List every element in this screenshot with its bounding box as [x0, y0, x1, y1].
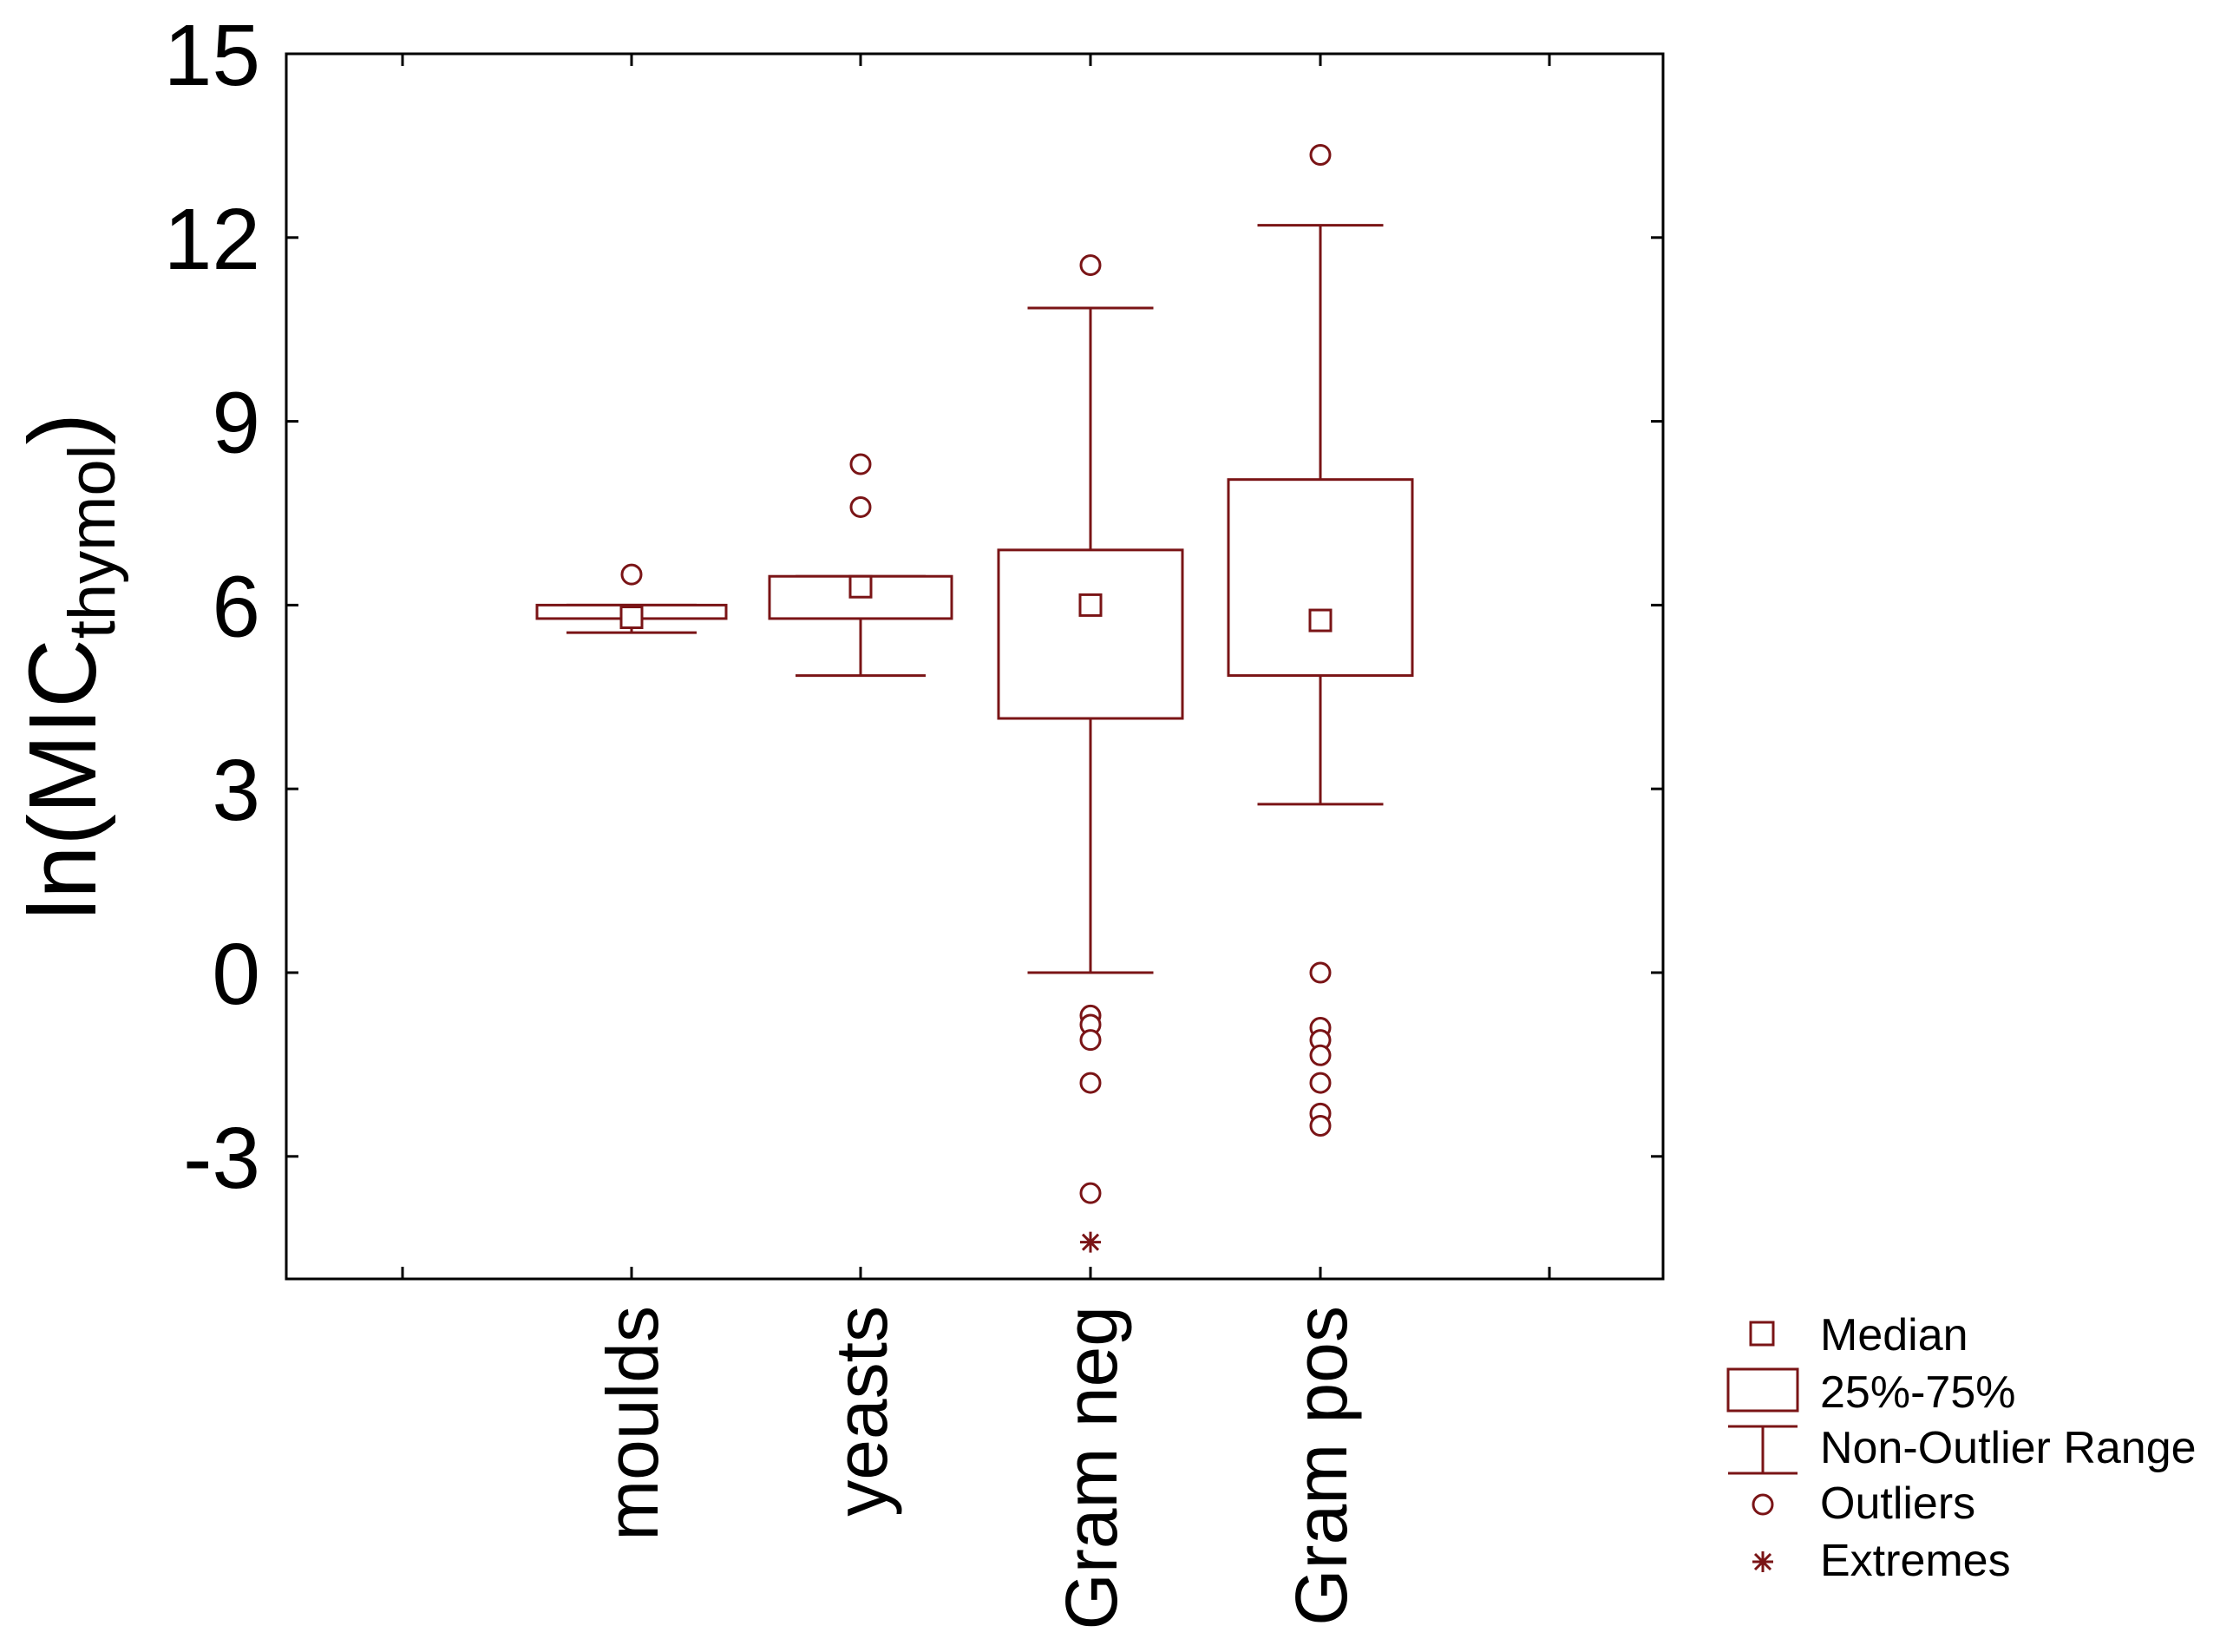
box-group-yeasts: [768, 453, 953, 678]
y-tick-label: 6: [212, 558, 260, 655]
legend: Median 25%-75% Non-Outlier Range Outlier…: [1726, 1310, 2197, 1586]
plot-frame: [285, 52, 1665, 1281]
outlier-point: [1309, 961, 1332, 984]
iqr-box: [1227, 478, 1414, 678]
outlier-point: [849, 453, 872, 475]
x-category-label: yeasts: [821, 1306, 902, 1517]
outlier-point: [1309, 1115, 1332, 1137]
box-group-moulds: [535, 563, 728, 634]
outlier-point: [1079, 254, 1102, 277]
legend-box-label: 25%-75%: [1820, 1367, 2015, 1418]
box-marks: [535, 143, 1414, 1253]
legend-extreme-label: Extremes: [1820, 1536, 2011, 1586]
x-category-label: Gram neg: [1051, 1306, 1132, 1630]
y-tick-label: 15: [164, 7, 260, 104]
legend-box-symbol: [1726, 1367, 1799, 1413]
outlier-point: [849, 495, 872, 518]
median-marker: [848, 574, 873, 599]
legend-outlier-label: Outliers: [1820, 1478, 1975, 1529]
median-marker: [1078, 593, 1103, 617]
y-axis-label: ln(MICthymol): [10, 413, 129, 920]
legend-whisker-symbol: [1728, 1425, 1798, 1475]
y-tick-label: 3: [212, 742, 260, 839]
legend-whisker-label: Non-Outlier Range: [1820, 1423, 2197, 1473]
legend-extreme-symbol: [1752, 1551, 1773, 1572]
x-category-labels: moulds yeasts Gram neg Gram pos: [592, 1306, 1362, 1630]
median-marker: [619, 606, 644, 630]
outlier-point: [620, 563, 643, 586]
y-tick-label: 9: [212, 375, 260, 472]
outlier-point: [1079, 1182, 1102, 1204]
extreme-stroke: [1081, 1233, 1100, 1251]
outlier-point: [1309, 143, 1332, 166]
outlier-point: [1309, 1072, 1332, 1094]
iqr-box: [997, 548, 1184, 720]
box-group-gram-neg: [997, 254, 1184, 1253]
y-tick-label: 12: [164, 191, 260, 288]
axis-ticks: [286, 52, 1663, 1279]
x-category-label: moulds: [592, 1306, 673, 1541]
y-tick-labels: 15 12 9 6 3 0 -3: [164, 7, 260, 1207]
x-category-label: Gram pos: [1280, 1306, 1362, 1626]
median-marker: [1308, 608, 1333, 633]
legend-outlier-symbol: [1752, 1493, 1774, 1516]
legend-median-label: Median: [1820, 1310, 1968, 1360]
outlier-point: [1079, 1029, 1102, 1052]
outlier-point: [1079, 1072, 1102, 1094]
y-tick-label: -3: [183, 1110, 260, 1207]
y-tick-label: 0: [212, 926, 260, 1023]
box-group-gram-pos: [1227, 143, 1414, 1137]
legend-median-symbol: [1749, 1321, 1775, 1347]
extreme-point: [1080, 1231, 1101, 1253]
outlier-point: [1309, 1044, 1332, 1066]
